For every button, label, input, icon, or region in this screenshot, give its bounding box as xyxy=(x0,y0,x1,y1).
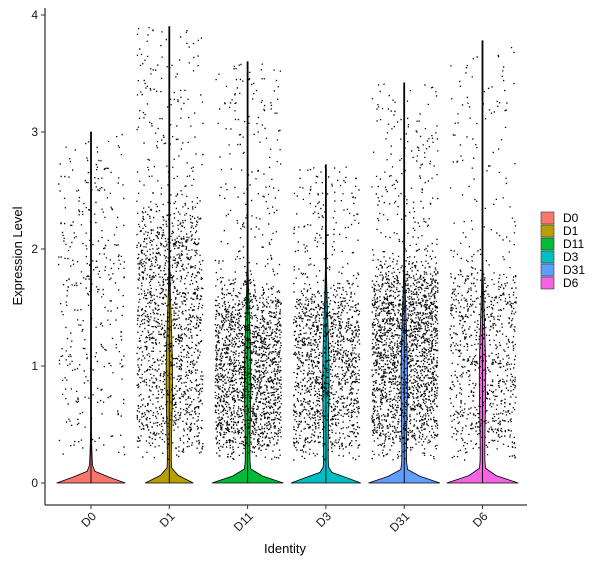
axes: 0 1 2 3 4 D0 D1 D11 D3 D31 D6 xyxy=(31,8,527,535)
legend-label-D31: D31 xyxy=(563,263,585,277)
legend-label-D3: D3 xyxy=(563,250,579,264)
legend-label-D6: D6 xyxy=(563,276,579,290)
legend-key-D31 xyxy=(540,263,555,277)
jitter-points-D11 xyxy=(214,63,282,460)
y-tick-label: 0 xyxy=(31,476,38,490)
x-tick-label: D1 xyxy=(157,509,178,530)
legend-label-D11: D11 xyxy=(563,237,584,251)
points-D3 xyxy=(292,166,361,461)
plot-area xyxy=(56,26,519,484)
y-tick-label: 4 xyxy=(31,8,38,22)
x-tick-label: D6 xyxy=(470,509,491,530)
legend-key-D3 xyxy=(540,250,555,264)
legend-key-D11 xyxy=(540,237,555,251)
x-tick-label: D31 xyxy=(387,509,413,535)
y-tick-label: 3 xyxy=(31,125,38,139)
legend-label-D1: D1 xyxy=(563,224,579,238)
y-axis-title: Expression Level xyxy=(10,206,25,305)
legend-key-D6 xyxy=(540,276,555,290)
points-D11 xyxy=(214,63,282,460)
jitter-points-D3 xyxy=(292,166,361,461)
x-tick-label: D0 xyxy=(78,509,99,530)
jitter-points-D1 xyxy=(136,27,204,460)
y-tick-label: 1 xyxy=(31,359,38,373)
points-D1 xyxy=(136,27,204,460)
legend-label-D0: D0 xyxy=(563,211,579,225)
y-tick-label: 2 xyxy=(31,242,38,256)
jitter-points xyxy=(58,27,517,461)
legend-key-D0 xyxy=(540,211,555,225)
x-tick-label: D11 xyxy=(231,509,256,534)
legend-key-D1 xyxy=(540,224,555,238)
x-axis-title: Identity xyxy=(264,541,306,556)
x-tick-label: D3 xyxy=(313,509,334,530)
